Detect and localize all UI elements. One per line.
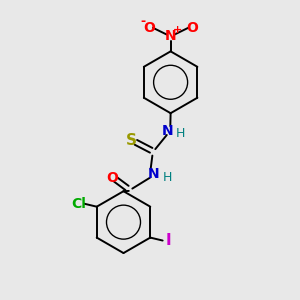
Text: H: H xyxy=(162,171,172,184)
Text: O: O xyxy=(143,21,155,35)
Text: O: O xyxy=(186,21,198,35)
Text: -: - xyxy=(140,15,146,28)
Text: Cl: Cl xyxy=(71,197,86,211)
Text: +: + xyxy=(172,25,182,34)
Text: N: N xyxy=(165,29,176,43)
Text: O: O xyxy=(107,171,118,185)
Text: S: S xyxy=(126,134,137,148)
Text: I: I xyxy=(165,233,171,248)
Text: N: N xyxy=(162,124,173,138)
Text: H: H xyxy=(176,127,185,140)
Text: N: N xyxy=(148,167,159,181)
